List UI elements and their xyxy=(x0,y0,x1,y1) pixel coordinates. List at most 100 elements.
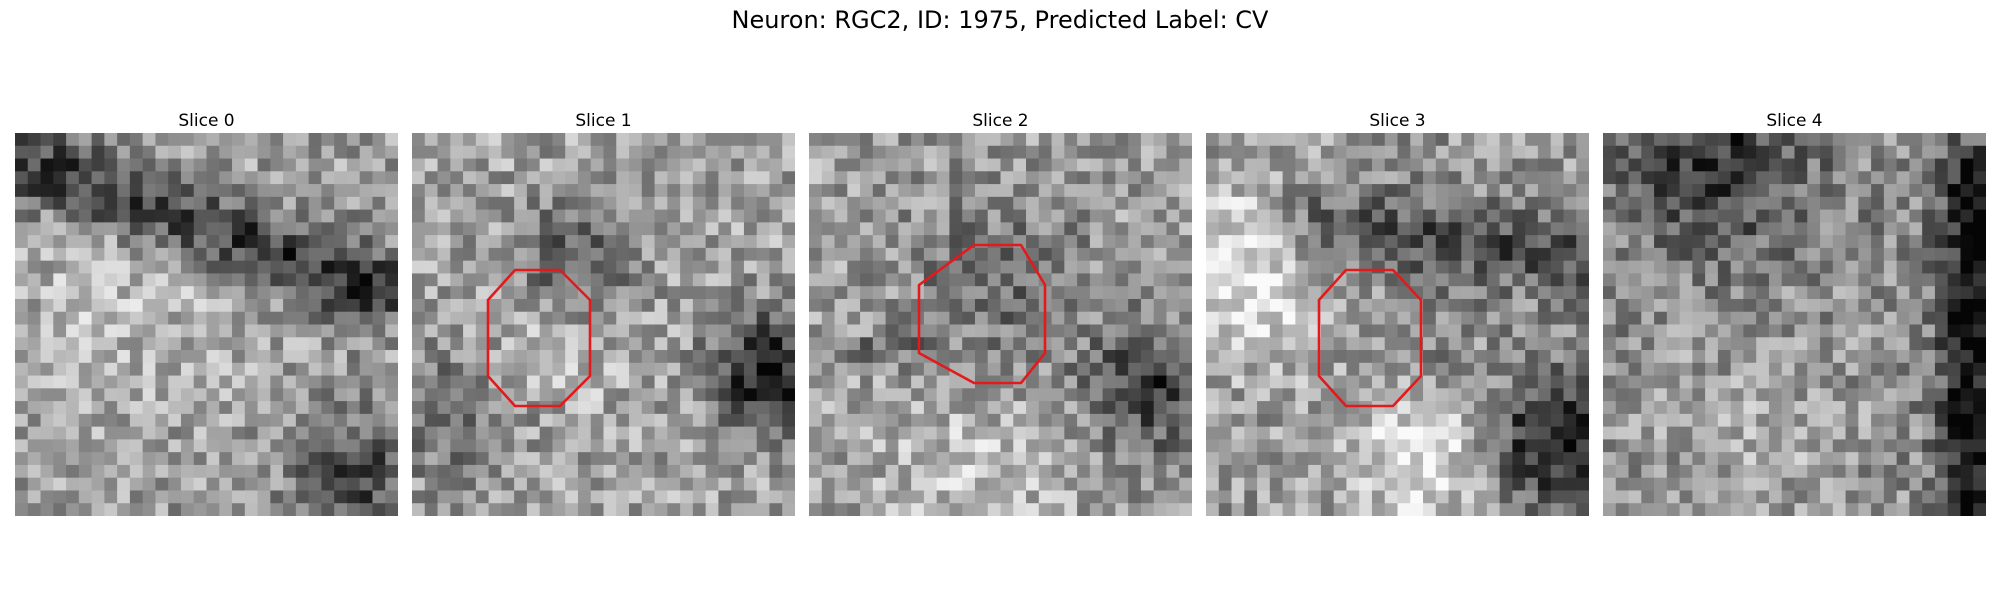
pixel-cell xyxy=(1922,247,1936,262)
pixel-cell xyxy=(424,273,439,287)
pixel-cell xyxy=(168,158,182,172)
pixel-cell xyxy=(641,452,656,466)
pixel-cell xyxy=(1960,247,1974,262)
pixel-cell xyxy=(1525,401,1539,415)
pixel-cell xyxy=(1102,158,1116,172)
pixel-cell xyxy=(1730,464,1745,479)
pixel-cell xyxy=(1909,235,1923,249)
pixel-cell xyxy=(514,388,528,402)
pixel-cell xyxy=(552,196,566,211)
pixel-cell xyxy=(412,298,426,313)
pixel-cell xyxy=(1397,286,1411,300)
pixel-cell xyxy=(1486,413,1501,428)
pixel-cell xyxy=(872,311,887,326)
pixel-cell xyxy=(78,375,93,389)
pixel-cell xyxy=(641,260,656,275)
pixel-cell xyxy=(1423,247,1437,262)
pixel-cell xyxy=(1871,235,1885,249)
pixel-cell xyxy=(1474,388,1488,402)
pixel-cell xyxy=(1576,464,1589,479)
pixel-cell xyxy=(283,158,297,172)
pixel-cell xyxy=(334,324,348,338)
pixel-cell xyxy=(450,388,464,402)
pixel-cell xyxy=(1525,158,1539,172)
pixel-cell xyxy=(1896,133,1910,147)
pixel-cell xyxy=(346,490,361,504)
pixel-cell xyxy=(834,171,848,185)
pixel-cell xyxy=(603,452,617,466)
pixel-cell xyxy=(641,184,656,198)
pixel-cell xyxy=(1153,247,1168,262)
pixel-cell xyxy=(1603,350,1617,364)
pixel-cell xyxy=(1013,311,1027,326)
pixel-cell xyxy=(270,401,284,415)
pixel-cell xyxy=(321,260,335,275)
pixel-cell xyxy=(91,413,105,428)
pixel-cell xyxy=(1013,298,1027,313)
pixel-cell xyxy=(53,247,67,262)
pixel-cell xyxy=(1448,401,1462,415)
pixel-cell xyxy=(1871,273,1885,287)
pixel-cell xyxy=(1679,158,1693,172)
pixel-cell xyxy=(898,464,912,479)
pixel-cell xyxy=(962,298,976,313)
pixel-cell xyxy=(1000,158,1014,172)
pixel-cell xyxy=(359,133,374,147)
pixel-cell xyxy=(923,184,938,198)
pixel-cell xyxy=(1486,337,1501,351)
slice-image-0 xyxy=(15,133,398,516)
pixel-cell xyxy=(565,171,579,185)
pixel-cell xyxy=(244,286,259,300)
pixel-cell xyxy=(1320,209,1335,223)
pixel-cell xyxy=(1486,439,1501,453)
pixel-cell xyxy=(334,222,348,236)
pixel-cell xyxy=(1883,222,1898,236)
pixel-cell xyxy=(1179,503,1192,516)
pixel-cell xyxy=(66,388,80,402)
pixel-cell xyxy=(847,311,861,326)
pixel-cell xyxy=(142,209,157,223)
pixel-cell xyxy=(872,401,887,415)
pixel-cell xyxy=(1128,209,1142,223)
pixel-cell xyxy=(1525,477,1539,492)
pixel-cell xyxy=(180,439,195,453)
pixel-cell xyxy=(1563,209,1577,223)
pixel-cell xyxy=(1038,452,1053,466)
pixel-cell xyxy=(718,477,732,492)
pixel-cell xyxy=(936,273,951,287)
pixel-cell xyxy=(756,286,771,300)
pixel-cell xyxy=(168,477,182,492)
pixel-cell xyxy=(769,273,783,287)
pixel-cell xyxy=(372,311,386,326)
pixel-cell xyxy=(1115,184,1129,198)
pixel-cell xyxy=(270,196,284,211)
pixel-cell xyxy=(1499,298,1513,313)
pixel-cell xyxy=(1128,503,1142,516)
pixel-cell xyxy=(680,184,694,198)
pixel-cell xyxy=(1269,145,1284,160)
pixel-cell xyxy=(257,439,271,453)
pixel-cell xyxy=(1628,209,1642,223)
pixel-cell xyxy=(1934,350,1949,364)
pixel-cell xyxy=(463,362,477,377)
pixel-cell xyxy=(257,426,271,440)
pixel-cell xyxy=(1179,324,1192,338)
pixel-cell xyxy=(526,235,541,249)
pixel-cell xyxy=(756,362,771,377)
pixel-cell xyxy=(437,439,451,453)
pixel-cell xyxy=(743,298,758,313)
pixel-cell xyxy=(168,464,182,479)
pixel-cell xyxy=(1794,401,1808,415)
pixel-cell xyxy=(1179,426,1192,440)
pixel-cell xyxy=(539,401,554,415)
pixel-cell xyxy=(1756,413,1770,428)
pixel-cell xyxy=(1807,235,1821,249)
pixel-cell xyxy=(1359,196,1373,211)
pixel-cell xyxy=(219,350,233,364)
pixel-cell xyxy=(552,222,566,236)
pixel-cell xyxy=(692,452,707,466)
pixel-cell xyxy=(1641,235,1655,249)
pixel-cell xyxy=(1179,439,1192,453)
pixel-cell xyxy=(270,375,284,389)
pixel-cell xyxy=(847,490,861,504)
